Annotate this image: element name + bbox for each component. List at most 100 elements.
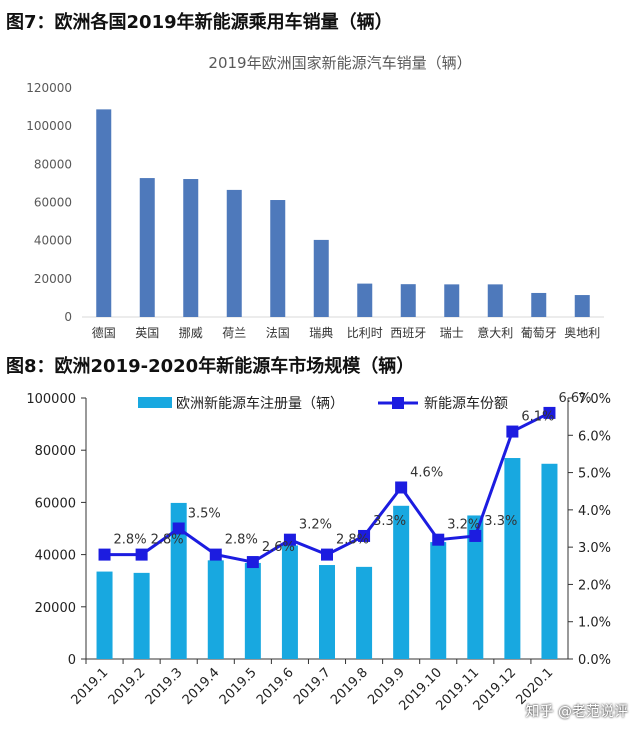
y-axis: 0 20000 40000 60000 80000 100000 120000 [26,81,72,324]
y-tick-label: 100000 [26,119,72,133]
bar-荷兰 [226,189,242,317]
share-marker-2019.10 [432,533,445,546]
x-tick-label: 奥地利 [564,326,600,340]
x-tick-label: 法国 [266,326,290,340]
x-tick-label: 德国 [92,325,116,340]
share-label: 6.6% [558,391,591,406]
data-labels: 2.8% 2.8% 3.5% 2.8% 2.6% 3.2% 2.8% 3.3% 4.6% 3.2%… [114,391,592,555]
x-tick-label: 瑞典 [309,326,333,340]
right-tick-label: 5.0% [578,467,611,482]
share-line [98,406,556,569]
bar-法国 [270,200,286,317]
bar-2019.2 [133,572,150,659]
x-tick-label: 瑞士 [440,326,464,340]
x-tick-label: 挪威 [179,326,203,340]
left-tick-label: 20000 [35,601,76,616]
chart-country-sales: 2019年欧洲国家新能源汽车销量（辆） 0 20000 40000 60000 8000… [26,54,604,340]
bar-2019.3 [170,502,187,659]
share-marker-2019.3 [172,522,185,535]
left-tick-label: 40000 [35,549,76,564]
bars [96,109,590,317]
x-tick-label: 英国 [135,326,159,340]
right-tick-label: 3.0% [578,541,611,556]
bar-意大利 [487,284,503,317]
bar-挪威 [183,179,199,317]
bar-西班牙 [400,284,416,317]
figure-8-title: 图8：欧洲2019-2020年新能源车市场规模（辆） [6,356,415,377]
y-tick-label: 40000 [34,234,72,248]
share-label: 3.3% [373,514,406,529]
bar-2019.5 [244,562,261,659]
x-tick-label: 葡萄牙 [521,326,557,340]
bar-2019.8 [356,566,373,659]
share-label: 2.8% [336,533,369,548]
chart-title: 2019年欧洲国家新能源汽车销量（辆） [208,54,471,72]
bar-瑞典 [313,239,329,317]
share-marker-2019.4 [209,548,222,561]
share-label: 6.1% [521,410,554,425]
bar-2019.4 [207,560,224,659]
right-tick-label: 2.0% [578,578,611,593]
bar-2019.10 [430,542,447,659]
y-tick-label: 80000 [34,157,72,171]
x-tick-label: 2019.4 [180,665,223,708]
share-marker-2019.11 [469,529,482,542]
share-marker-2019.12 [506,425,519,438]
bar-比利时 [357,283,373,317]
legend: 欧洲新能源车注册量（辆） 新能源车份额 [138,395,508,412]
right-tick-label: 6.0% [578,429,611,444]
bar-葡萄牙 [531,292,547,317]
figure-7-title: 图7：欧洲各国2019年新能源乘用车销量（辆） [6,12,393,33]
x-tick-label: 2019.2 [106,665,149,708]
left-tick-label: 100000 [26,392,76,407]
right-y-axis: 0.0% 1.0% 2.0% 3.0% 4.0% 5.0% 6.0% 7.0% [568,392,611,668]
legend-line-label: 新能源车份额 [424,395,508,412]
x-tick-label: 西班牙 [390,326,426,340]
share-label: 3.5% [188,507,221,522]
share-label: 3.2% [299,518,332,533]
legend-bar-swatch [138,397,172,408]
right-tick-label: 0.0% [578,653,611,668]
y-tick-label: 60000 [34,196,72,210]
left-y-axis: 0 20000 40000 60000 80000 100000 [26,392,86,668]
bars [96,458,558,659]
left-tick-label: 0 [68,653,76,668]
right-tick-label: 1.0% [578,616,611,631]
x-tick-label: 2019.6 [254,665,297,708]
x-tick-label: 2019.8 [328,665,371,708]
share-label: 2.6% [262,540,295,555]
bar-英国 [139,178,155,317]
share-label: 4.6% [410,465,443,480]
bar-奥地利 [574,295,590,317]
share-label: 2.8% [151,533,184,548]
y-tick-label: 20000 [34,272,72,286]
left-tick-label: 80000 [35,444,76,459]
x-tick-label: 荷兰 [222,326,246,340]
chart-monthly-registrations: 欧洲新能源车注册量（辆） 新能源车份额 0 20000 40000 60000 8000… [26,391,611,714]
bar-2020.1 [541,463,558,659]
share-label: 2.8% [114,533,147,548]
right-tick-label: 4.0% [578,504,611,519]
share-marker-2019.5 [246,556,259,569]
bar-瑞士 [444,284,460,317]
y-tick-label: 120000 [26,81,72,95]
share-label: 3.2% [447,518,480,533]
x-tick-label: 2019.3 [143,665,186,708]
x-axis: 德国 英国 挪威 荷兰 法国 瑞典 比利时 西班牙 瑞士 意大利 葡萄牙 奥地利 [92,325,601,340]
bar-2019.11 [467,515,484,659]
x-tick-label: 2019.5 [217,665,260,708]
share-marker-2019.7 [321,548,333,561]
left-tick-label: 60000 [35,496,76,511]
legend-line-marker [392,397,404,409]
legend-bar-label: 欧洲新能源车注册量（辆） [176,395,344,412]
watermark: 知乎 @老范说评 [525,704,628,720]
bar-2019.1 [96,571,113,659]
y-tick-label: 0 [64,310,72,324]
share-marker-2020.1 [543,406,556,419]
x-tick-label: 意大利 [477,325,513,340]
share-marker-2019.9 [395,481,408,494]
share-label: 3.3% [484,514,517,529]
x-tick-label: 2019.7 [291,665,334,708]
x-tick-label: 比利时 [347,326,383,340]
share-marker-2019.6 [283,533,296,546]
